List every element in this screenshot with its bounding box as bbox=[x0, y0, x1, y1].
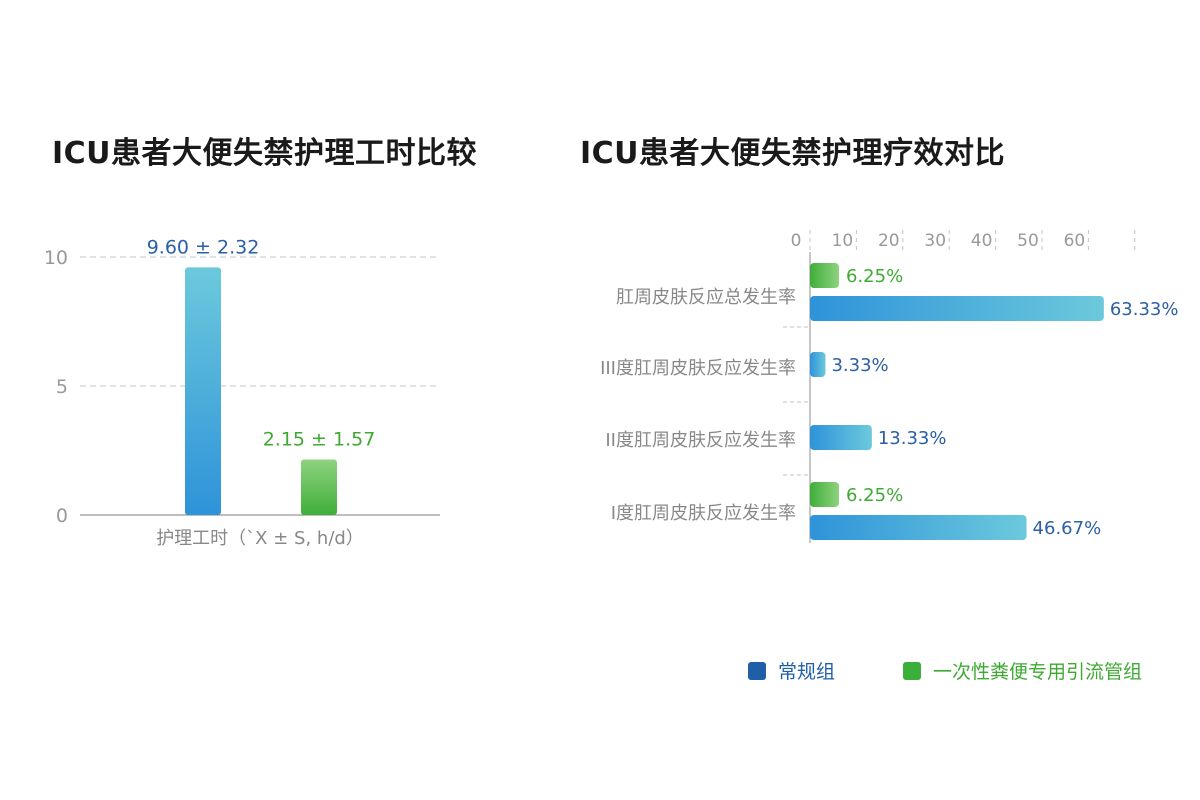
left-y-tick-label: 5 bbox=[56, 376, 68, 398]
right-bar-value-label: 46.67% bbox=[1033, 518, 1102, 539]
right-bar-value-label: 6.25% bbox=[846, 485, 903, 506]
right-x-tick-label: 40 bbox=[971, 231, 993, 251]
left-y-tick-label: 10 bbox=[44, 247, 68, 269]
right-bar-group-a bbox=[810, 515, 1027, 540]
legend-swatch-green bbox=[903, 661, 921, 680]
right-category-label: II度肛周皮肤反应发生率 bbox=[605, 430, 796, 451]
right-x-tick-label: 0 bbox=[791, 231, 802, 251]
right-bar-group-b bbox=[810, 482, 839, 507]
right-x-tick-label: 10 bbox=[832, 231, 854, 251]
chart-left-title: ICU患者大便失禁护理工时比较 bbox=[52, 136, 478, 171]
right-chart: 0 10 20 30 40 50 60 肛周皮肤反应总发生率 6.25% 63.33% III度肛周… bbox=[600, 230, 1178, 543]
right-category-label: 肛周皮肤反应总发生率 bbox=[616, 287, 796, 308]
legend-label-group-a: 常规组 bbox=[778, 661, 836, 683]
left-bar-value-label: 9.60 ± 2.32 bbox=[147, 236, 260, 258]
right-bar-group-b bbox=[810, 263, 839, 288]
left-chart: 0 5 10 9.60 ± 2.32 2.15 ± 1.57 护理工时（`X ± S, h… bbox=[44, 236, 440, 549]
right-bar-value-label: 6.25% bbox=[846, 266, 903, 287]
legend-item-group-a: 常规组 bbox=[748, 657, 835, 684]
left-bar-value-label: 2.15 ± 1.57 bbox=[263, 429, 376, 451]
left-y-tick-label: 0 bbox=[56, 505, 68, 527]
left-bar-group-b bbox=[301, 459, 337, 515]
legend-swatch-blue bbox=[748, 661, 766, 680]
right-x-tick-label: 50 bbox=[1017, 231, 1039, 251]
right-bar-group-a bbox=[810, 352, 826, 377]
right-bar-group-a bbox=[810, 296, 1104, 321]
right-bar-group-a bbox=[810, 425, 872, 450]
legend-item-group-b: 一次性粪便专用引流管组 bbox=[903, 657, 1142, 684]
right-bar-value-label: 13.33% bbox=[878, 428, 947, 449]
left-bar-group-a bbox=[185, 267, 221, 515]
chart-right-title: ICU患者大便失禁护理疗效对比 bbox=[580, 136, 1006, 171]
right-bar-value-label: 63.33% bbox=[1110, 299, 1179, 320]
right-x-tick-label: 20 bbox=[878, 231, 900, 251]
right-x-tick-label: 30 bbox=[924, 231, 946, 251]
right-bar-value-label: 3.33% bbox=[831, 355, 888, 376]
legend-label-group-b: 一次性粪便专用引流管组 bbox=[933, 661, 1143, 683]
right-category-label: III度肛周皮肤反应发生率 bbox=[600, 358, 796, 379]
right-category-label: I度肛周皮肤反应发生率 bbox=[611, 503, 796, 524]
right-x-tick-label: 60 bbox=[1064, 231, 1086, 251]
left-x-axis-label: 护理工时（`X ± S, h/d） bbox=[156, 528, 364, 549]
